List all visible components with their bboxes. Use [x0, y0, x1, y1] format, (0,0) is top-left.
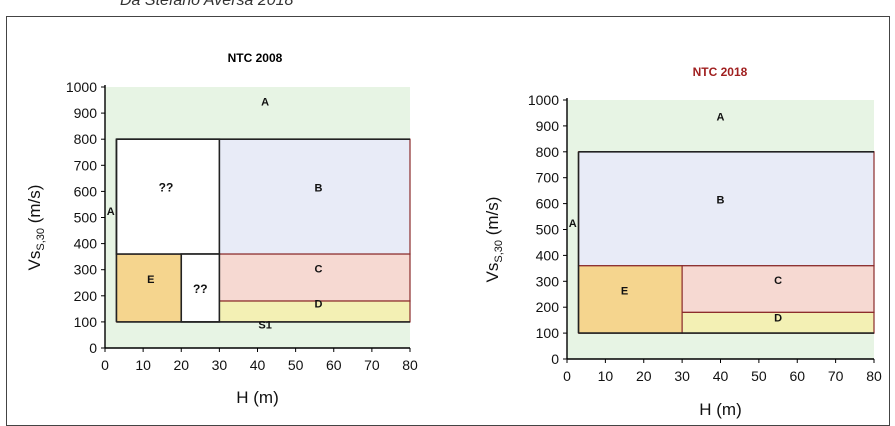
- y-tick-label: 0: [89, 340, 97, 356]
- x-tick-label: 60: [789, 368, 805, 384]
- chart-1: EBCD????AAS10100200300400500600700800900…: [25, 51, 418, 407]
- x-tick-label: 70: [364, 357, 380, 373]
- x-tick-label: 30: [674, 368, 690, 384]
- annotation-label: A: [569, 218, 577, 230]
- y-tick-label: 400: [536, 247, 560, 263]
- chart-title: NTC 2018: [693, 65, 748, 79]
- annotation-label: A: [717, 112, 725, 124]
- x-tick-label: 60: [326, 357, 342, 373]
- region-qq: [180, 253, 221, 323]
- x-tick-label: 40: [713, 368, 729, 384]
- y-tick-label: 200: [74, 288, 98, 304]
- region-label: C: [774, 275, 782, 287]
- chart-2: B E C D A A 0 100 200 300 400 500 600 700 800 900 1000 0 1…: [483, 65, 882, 419]
- annotation-label: A: [107, 206, 115, 218]
- region-c: [218, 253, 411, 302]
- y-tick-label: 100: [74, 314, 98, 330]
- region-e: [115, 253, 182, 323]
- x-tick-label: 40: [250, 357, 266, 373]
- x-tick-label: 70: [828, 368, 844, 384]
- y-tick-label: 700: [74, 157, 98, 173]
- region-label: C: [315, 263, 323, 275]
- chart-title: NTC 2008: [228, 51, 283, 65]
- x-axis-label: H (m): [236, 388, 278, 407]
- x-tick-label: 10: [135, 357, 151, 373]
- y-tick-label: 100: [536, 325, 560, 341]
- x-axis-label: H (m): [699, 400, 741, 419]
- annotation-label: S1: [258, 319, 271, 331]
- region-label: ??: [193, 282, 208, 296]
- y-tick-label: 600: [536, 196, 560, 212]
- x-tick-label: 0: [101, 357, 109, 373]
- region-label: E: [147, 274, 154, 286]
- y-tick-label: 500: [74, 210, 98, 226]
- region-c: [681, 265, 875, 313]
- source-caption: Da Stefano Aversa 2018: [120, 0, 294, 9]
- x-tick-label: 10: [598, 368, 614, 384]
- y-tick-label: 400: [74, 236, 98, 252]
- y-tick-label: 800: [74, 131, 98, 147]
- region-label: B: [717, 195, 725, 207]
- x-tick-label: 30: [212, 357, 228, 373]
- region-label: D: [315, 299, 323, 311]
- y-tick-label: 600: [74, 183, 98, 199]
- region-label: B: [315, 182, 323, 194]
- y-tick-label: 500: [536, 222, 560, 238]
- y-tick-label: 300: [536, 273, 560, 289]
- y-tick-label: 900: [536, 118, 560, 134]
- region-label: E: [621, 285, 628, 297]
- x-tick-label: 80: [866, 368, 882, 384]
- y-axis-label: VsS,30 (m/s): [483, 197, 505, 283]
- x-tick-label: 20: [173, 357, 189, 373]
- annotation-label: A: [261, 96, 269, 108]
- region-label: D: [774, 312, 782, 324]
- region-qq: [115, 138, 221, 255]
- region-b: [218, 138, 411, 255]
- region-e: [577, 265, 683, 334]
- y-tick-label: 900: [74, 105, 98, 121]
- x-tick-label: 0: [563, 368, 571, 384]
- y-tick-label: 800: [536, 144, 560, 160]
- x-tick-label: 20: [636, 368, 652, 384]
- y-tick-label: 0: [551, 351, 559, 367]
- x-tick-label: 50: [751, 368, 767, 384]
- region-b: [577, 151, 875, 267]
- x-tick-label: 50: [288, 357, 304, 373]
- y-tick-label: 1000: [66, 79, 97, 95]
- y-tick-label: 200: [536, 299, 560, 315]
- y-tick-label: 700: [536, 170, 560, 186]
- y-axis-label: VsS,30 (m/s): [25, 185, 47, 271]
- region-label: ??: [159, 180, 174, 194]
- x-tick-label: 80: [402, 357, 418, 373]
- y-tick-label: 300: [74, 262, 98, 278]
- y-tick-label: 1000: [528, 92, 559, 108]
